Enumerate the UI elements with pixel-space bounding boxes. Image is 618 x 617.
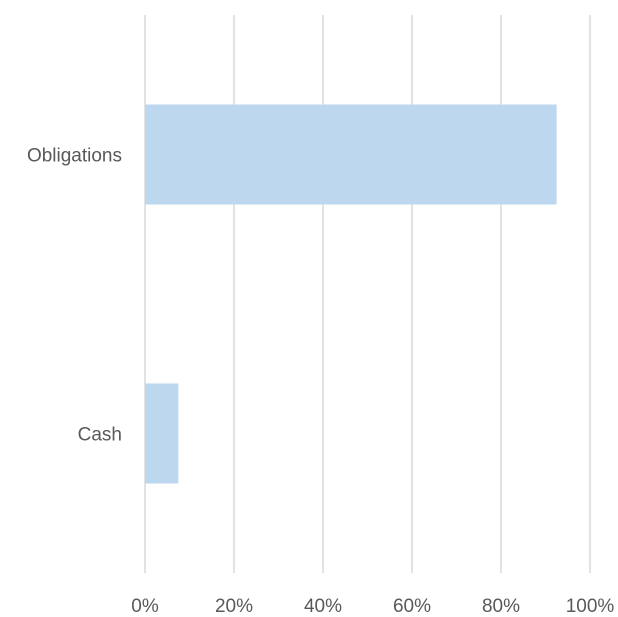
x-tick-label: 20%	[215, 596, 253, 617]
x-tick-label: 100%	[566, 596, 615, 617]
gridlines	[145, 15, 590, 573]
category-axis-labels: Obligations Cash	[27, 146, 122, 446]
category-label: Cash	[78, 425, 122, 446]
bar-cash	[145, 384, 178, 484]
x-tick-label: 60%	[393, 596, 431, 617]
x-tick-label: 80%	[482, 596, 520, 617]
category-label: Obligations	[27, 146, 122, 167]
x-tick-label: 0%	[131, 596, 159, 617]
x-tick-label: 40%	[304, 596, 342, 617]
value-axis-tick-labels: 0% 20% 40% 60% 80% 100%	[131, 596, 614, 617]
bars	[145, 105, 557, 484]
bar-obligations	[145, 105, 557, 205]
